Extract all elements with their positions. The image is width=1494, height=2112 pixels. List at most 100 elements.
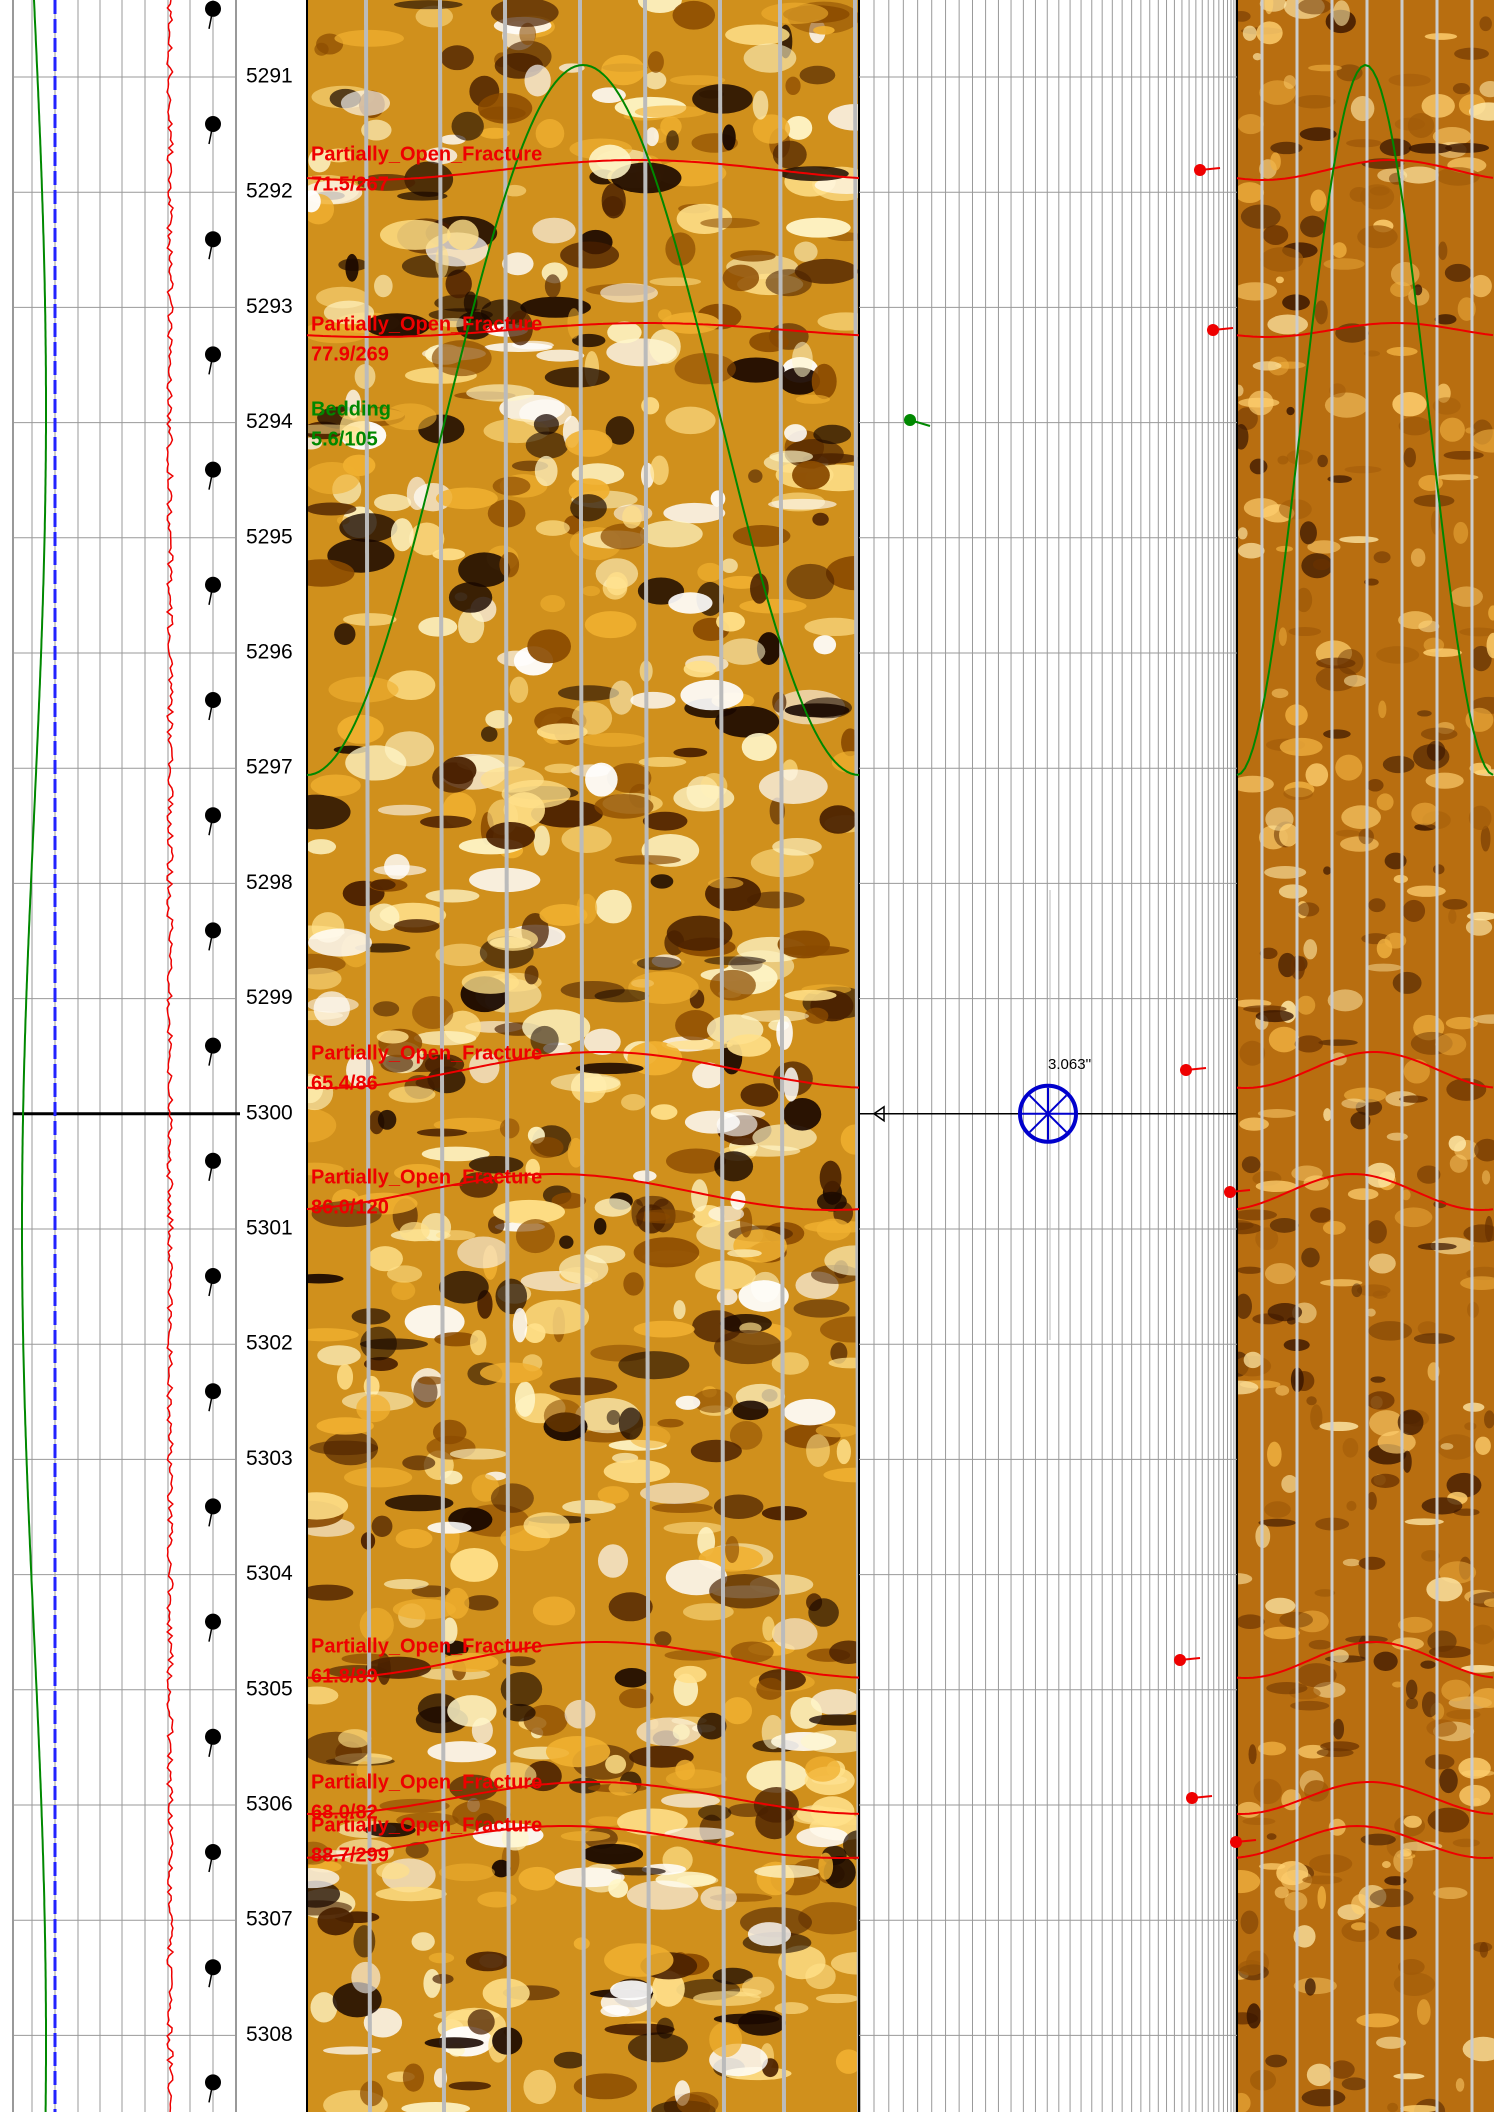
texture-blob (618, 1351, 690, 1380)
texture-blob (1486, 632, 1494, 659)
texture-blob (452, 1799, 511, 1831)
texture-blob (684, 1110, 740, 1134)
texture-blob (1401, 1189, 1411, 1201)
texture-blob (1238, 397, 1280, 408)
texture-blob (551, 1192, 587, 1209)
texture-blob (768, 498, 837, 510)
texture-blob (1452, 1838, 1480, 1848)
texture-blob (824, 1245, 859, 1276)
dip-tadpole (1191, 1795, 1213, 1799)
annotation-dip: 68.0/82 (311, 1801, 378, 1823)
texture-blob (445, 269, 472, 299)
texture-blob (1400, 2104, 1439, 2112)
texture-blob (486, 821, 535, 850)
texture-blob (609, 680, 634, 715)
texture-blob (664, 1827, 735, 1840)
annotation-dip: 86.0/120 (311, 1196, 389, 1218)
dip-tadpole (1179, 1657, 1201, 1661)
texture-blob (709, 1573, 780, 1609)
texture-blob (1465, 918, 1493, 936)
texture-blob (500, 1671, 543, 1707)
texture-blob (1268, 1026, 1300, 1053)
texture-blob (402, 1455, 436, 1471)
texture-blob (629, 1745, 694, 1768)
texture-blob (1370, 1376, 1386, 1383)
texture-blob (1237, 1266, 1263, 1274)
texture-blob (565, 429, 613, 457)
texture-blob (700, 217, 760, 229)
texture-blob (1310, 1404, 1323, 1430)
texture-blob (1462, 2036, 1494, 2062)
texture-blob (715, 705, 780, 738)
texture-blob (720, 638, 766, 665)
texture-blob (1448, 909, 1457, 924)
texture-blob (1351, 1894, 1370, 1915)
texture-blob (343, 613, 397, 626)
texture-blob (1341, 1098, 1367, 1109)
texture-blob (600, 523, 648, 550)
texture-blob (480, 766, 544, 793)
texture-blob (515, 1219, 555, 1254)
depth-label: 5291 (246, 65, 293, 88)
texture-blob (663, 502, 726, 524)
texture-blob (337, 714, 384, 744)
texture-blob (1436, 383, 1451, 403)
texture-blob (637, 0, 682, 13)
texture-blob (469, 1051, 500, 1084)
texture-blob (1413, 284, 1423, 296)
texture-blob (1317, 1885, 1326, 1910)
texture-blob (461, 970, 520, 994)
texture-blob (527, 629, 572, 664)
texture-blob (307, 1584, 354, 1601)
texture-blob (1283, 75, 1296, 90)
texture-blob (1436, 1434, 1477, 1460)
texture-blob (1408, 286, 1430, 306)
texture-blob (545, 1735, 611, 1768)
sinusoid (306, 63, 860, 776)
texture-blob (670, 75, 726, 86)
texture-blob (447, 219, 479, 251)
texture-blob (792, 341, 813, 378)
texture-blob (363, 1356, 398, 1372)
texture-blob (1458, 1757, 1491, 1779)
texture-blob (364, 1822, 416, 1838)
texture-blob (1366, 1491, 1377, 1510)
texture-blob (1351, 1922, 1369, 1931)
texture-blob (310, 1992, 338, 2023)
texture-blob (1275, 276, 1284, 284)
texture-blob (725, 1536, 740, 1564)
texture-blob (524, 965, 539, 985)
texture-blob (316, 1417, 374, 1435)
texture-blob (449, 1448, 507, 1460)
texture-blob (427, 1521, 472, 1534)
texture-blob (1237, 1869, 1261, 1894)
texture-blob (1257, 1109, 1297, 1118)
texture-blob (1270, 152, 1281, 171)
annotation-name: Partially_Open_Fracture (311, 1042, 542, 1064)
texture-blob (1341, 1920, 1380, 1942)
texture-blob (1403, 447, 1416, 468)
texture-blob (1299, 127, 1337, 142)
texture-blob (1279, 737, 1323, 756)
texture-blob (392, 1598, 456, 1620)
texture-blob (524, 64, 551, 97)
texture-blob (1278, 627, 1287, 647)
texture-blob (683, 660, 717, 678)
texture-blob (509, 676, 529, 703)
tadpole (208, 1045, 214, 1066)
texture-blob (1475, 1436, 1491, 1455)
texture-blob (464, 1595, 499, 1611)
texture-blob (665, 1769, 727, 1789)
texture-blob (394, 1164, 443, 1182)
texture-blob (308, 928, 372, 957)
texture-blob (593, 1217, 607, 1235)
texture-blob (1369, 1410, 1404, 1437)
texture-blob (1243, 1351, 1263, 1369)
texture-blob (830, 1951, 859, 1975)
texture-blob (1397, 1409, 1424, 1436)
annotation-name: Partially_Open_Fracture (311, 1771, 542, 1793)
tadpole (208, 1736, 214, 1757)
texture-blob (544, 274, 561, 298)
texture-blob (1366, 779, 1384, 792)
pad-gap (778, 0, 786, 2112)
